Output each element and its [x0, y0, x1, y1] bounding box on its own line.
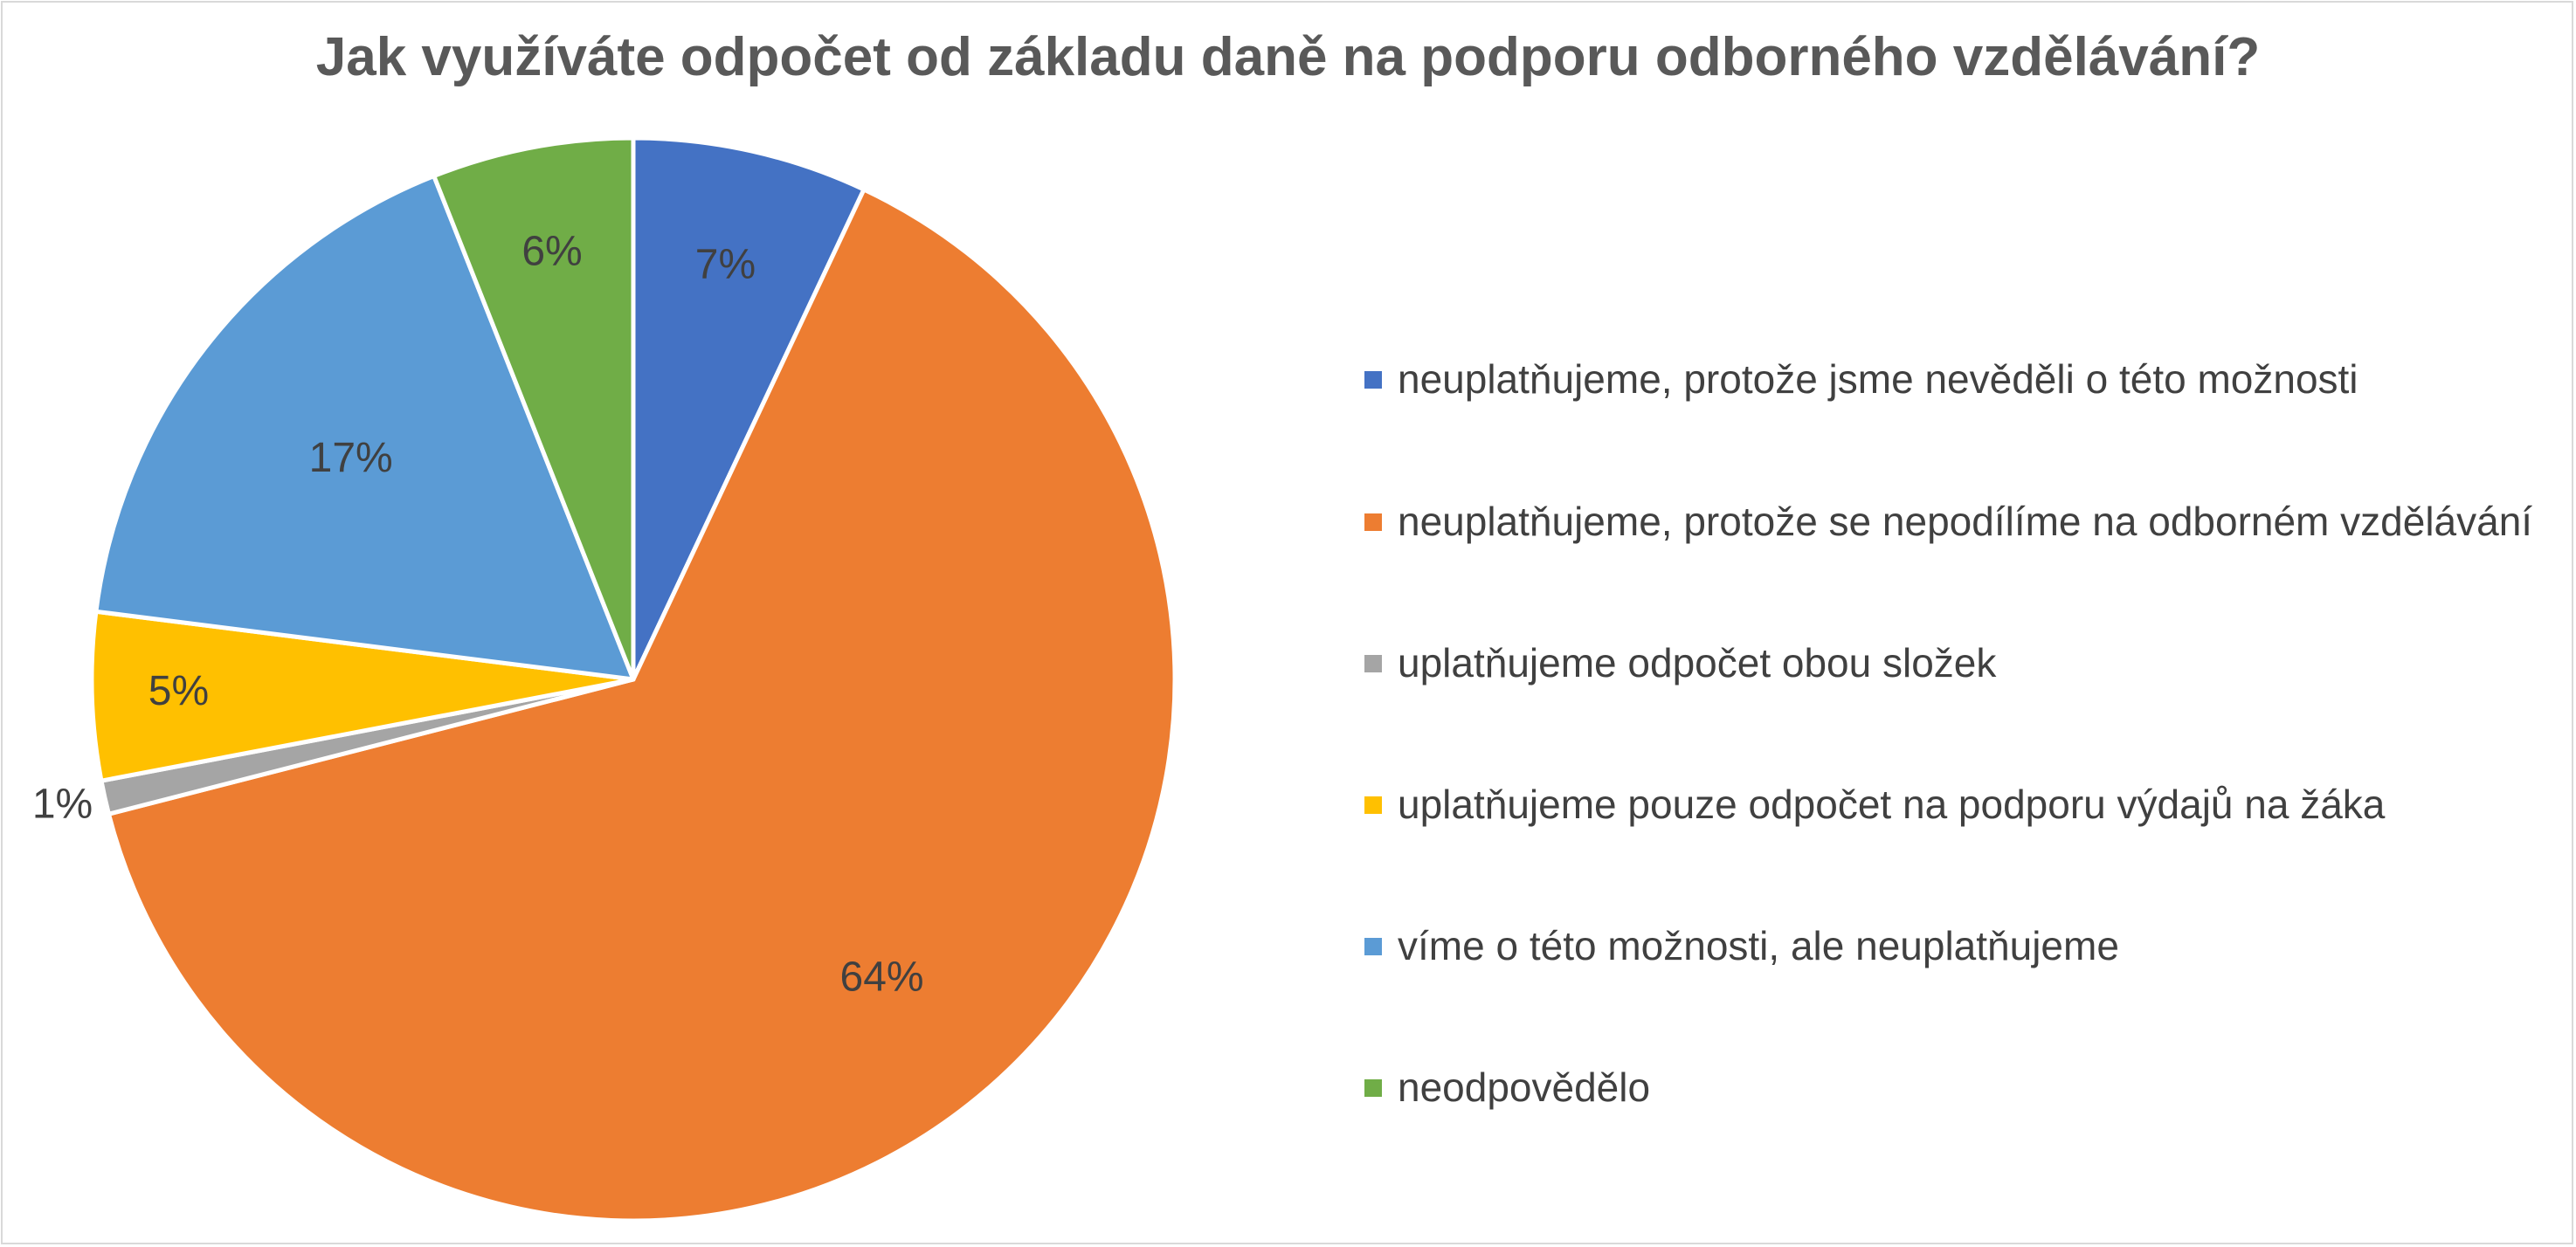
legend-label-3: uplatňujeme odpočet obou složek — [1398, 640, 1997, 686]
pie-data-label-6: 6% — [521, 228, 582, 274]
legend-swatch-4 — [1364, 796, 1382, 814]
pie-data-label-3: 1% — [32, 782, 93, 828]
legend-label-1: neuplatňujeme, protože jsme nevěděli o t… — [1398, 356, 2358, 402]
legend-label-2: neuplatňujeme, protože se nepodílíme na … — [1398, 499, 2533, 544]
legend-swatch-3 — [1364, 655, 1382, 672]
pie-slice-5 — [93, 174, 636, 682]
pie-slice-1 — [631, 135, 867, 682]
pie-data-label-1: 7% — [695, 242, 756, 288]
legend-label-6: neodpovědělo — [1398, 1064, 1651, 1110]
pie-slice-6 — [432, 135, 636, 682]
legend-label-5: víme o této možnosti, ale neuplatňujeme — [1398, 923, 2119, 968]
legend-swatch-1 — [1364, 371, 1382, 389]
legend-swatch-6 — [1364, 1079, 1382, 1097]
pie-data-label-2: 64% — [840, 954, 924, 1001]
pie-slice-2 — [106, 187, 1178, 1223]
pie-slice-4 — [89, 609, 636, 783]
legend-label-4: uplatňujeme pouze odpočet na podporu výd… — [1398, 782, 2386, 827]
legend-swatch-5 — [1364, 938, 1382, 955]
legend-swatch-2 — [1364, 513, 1382, 531]
chart-legend: neuplatňujeme, protože jsme nevěděli o t… — [1364, 0, 2552, 1247]
pie-data-label-4: 5% — [148, 668, 209, 714]
pie-data-label-5: 17% — [309, 435, 393, 481]
chart-title: Jak využíváte odpočet od základu daně na… — [315, 27, 2261, 87]
